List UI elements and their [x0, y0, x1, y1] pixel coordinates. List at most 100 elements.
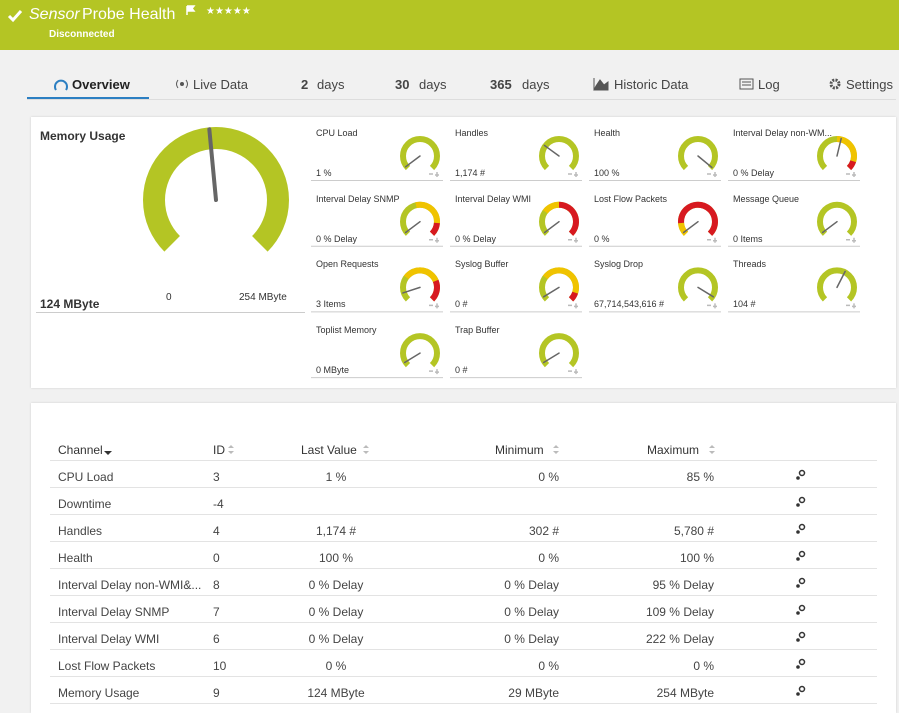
- gauge-arc: [817, 201, 857, 236]
- channel-id: 6: [213, 632, 220, 646]
- gauge-arc: [143, 127, 289, 252]
- channel-name[interactable]: Interval Delay non-WMI&...: [58, 578, 202, 592]
- minimum: 29 MByte: [508, 686, 559, 700]
- last-value: 1,174 #: [315, 524, 357, 538]
- svg-text:★★★★★: ★★★★★: [206, 6, 251, 17]
- tab-number[interactable]: 2: [301, 77, 309, 92]
- gauge-needle: [404, 220, 421, 234]
- maximum: 109 % Delay: [645, 605, 714, 619]
- title: Probe Health: [82, 6, 176, 23]
- gauge-needle: [697, 286, 715, 298]
- gauge-icons: [846, 172, 856, 177]
- main-gauge-name: Memory Usage: [40, 129, 126, 143]
- gauge-name: Toplist Memory: [316, 325, 377, 336]
- maximum: 85 %: [686, 470, 714, 484]
- channel-id: 0: [213, 551, 220, 565]
- column-header[interactable]: Minimum: [495, 443, 544, 457]
- gauge-value: 104 #: [733, 299, 756, 310]
- tab-unit[interactable]: days: [317, 77, 345, 92]
- channel-name[interactable]: Handles: [58, 524, 103, 538]
- gauge-name: Threads: [733, 259, 767, 270]
- last-value: 0 % Delay: [308, 632, 364, 646]
- gauge-name: Handles: [455, 128, 489, 138]
- gauge-icons: [568, 369, 578, 375]
- tab-separator: [27, 99, 896, 100]
- channel-id: 8: [213, 578, 220, 592]
- channel-name[interactable]: Interval Delay SNMP: [58, 605, 170, 619]
- gauge-arc: [558, 201, 579, 236]
- gauge-arc: [400, 333, 440, 368]
- gauge-needle: [836, 137, 842, 157]
- gauge-value: 67,714,543,616 #: [594, 299, 665, 310]
- channel-name[interactable]: CPU Load: [58, 470, 114, 484]
- maximum: 95 % Delay: [652, 578, 714, 592]
- status: Disconnected: [49, 29, 115, 40]
- gauge-needle: [836, 270, 846, 289]
- tab-unit[interactable]: days: [522, 77, 550, 92]
- status-check-icon: [7, 10, 23, 23]
- gauge-arc: [542, 267, 579, 294]
- gauge-value: 0 %: [594, 233, 610, 244]
- channel-id: 3: [213, 470, 220, 484]
- maximum: 0 %: [693, 659, 714, 673]
- gauge-needle: [404, 155, 421, 168]
- flag-and-priority-stars[interactable]: ★★★★★: [186, 5, 256, 17]
- gauge-arc: [678, 136, 718, 171]
- gauge-arc: [539, 136, 579, 171]
- minimum: 0 % Delay: [504, 632, 559, 646]
- gauge-arc: [846, 160, 857, 171]
- minimum: 0 %: [538, 659, 559, 673]
- channel-id: 7: [213, 605, 220, 619]
- tab[interactable]: Historic Data: [614, 77, 689, 92]
- channel-name[interactable]: Lost Flow Packets: [58, 659, 156, 673]
- maximum: 100 %: [679, 551, 714, 565]
- gauge-needle: [543, 220, 560, 234]
- channel-name[interactable]: Interval Delay WMI: [58, 632, 160, 646]
- gauge-arc: [539, 333, 579, 368]
- gauge-value: 1 %: [316, 168, 332, 178]
- tab-unit[interactable]: days: [419, 77, 447, 92]
- channel-id: 9: [213, 686, 220, 700]
- tab-number[interactable]: 30: [395, 77, 410, 92]
- column-header[interactable]: Last Value: [301, 443, 357, 457]
- column-header[interactable]: Channel: [58, 443, 103, 457]
- channel-name[interactable]: Memory Usage: [58, 686, 140, 700]
- column-header[interactable]: Maximum: [647, 443, 700, 457]
- tab[interactable]: Live Data: [193, 77, 248, 92]
- gauge-icons: [707, 237, 717, 243]
- main-gauge-min: 0: [166, 292, 172, 303]
- gauge-name: Lost Flow Packets: [594, 193, 668, 204]
- gauge-arc: [817, 267, 857, 302]
- gauge-icons: [429, 172, 439, 177]
- minimum: 0 % Delay: [504, 605, 559, 619]
- gauge-icons: [429, 369, 439, 375]
- main-gauge-max: 254 MByte: [239, 292, 287, 303]
- gauge-icons: [707, 172, 717, 177]
- gauge-needle: [402, 286, 421, 294]
- gauge-arc: [678, 201, 718, 236]
- gauge-value: 0 % Delay: [733, 168, 775, 178]
- gauge-arc: [678, 267, 718, 302]
- channel-name[interactable]: Health: [58, 551, 93, 565]
- gauge-name: Interval Delay SNMP: [316, 193, 400, 204]
- gauge-value: 0 Items: [733, 233, 763, 244]
- channel-name[interactable]: Downtime: [58, 497, 112, 511]
- gauge-name: Syslog Buffer: [455, 259, 509, 270]
- last-value: 100 %: [318, 551, 354, 565]
- tab[interactable]: Log: [758, 77, 780, 92]
- tab-number[interactable]: 365: [490, 77, 512, 92]
- tab[interactable]: Overview: [72, 77, 130, 92]
- gauge-arc: [542, 201, 560, 214]
- minimum: 0 %: [538, 551, 559, 565]
- minimum: 0 %: [538, 470, 559, 484]
- column-header[interactable]: ID: [213, 443, 225, 457]
- gauge-needle: [697, 155, 713, 169]
- tab[interactable]: Settings: [846, 77, 893, 92]
- gauge-icons: [429, 237, 439, 243]
- gauge-needle: [543, 144, 560, 157]
- gauge-icons: [707, 303, 717, 309]
- gauge-arc: [400, 136, 440, 171]
- gauge-icons: [568, 172, 578, 177]
- gauge-needle: [821, 220, 838, 234]
